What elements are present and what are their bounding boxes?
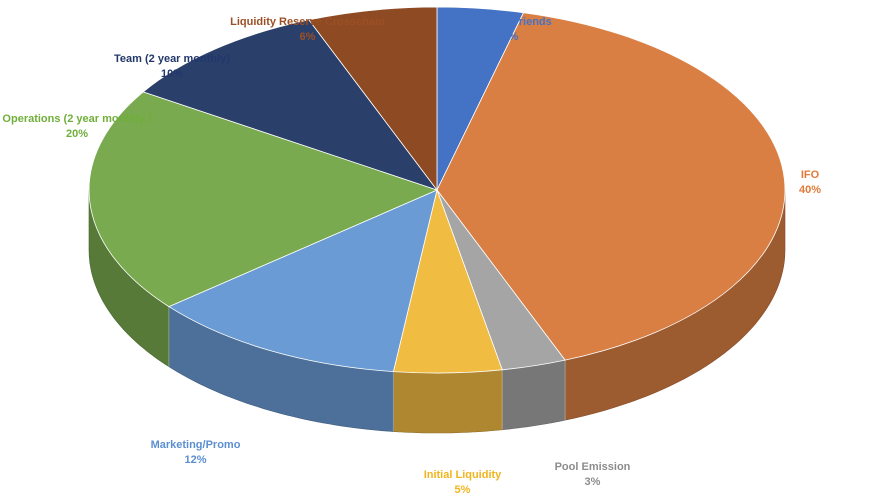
slice-label: IFO — [800, 169, 820, 181]
pie-slice-operations-2-year-monthly- — [88, 91, 439, 308]
pie-sides — [88, 189, 786, 434]
pie-side-initial-liquidity — [393, 369, 503, 434]
slice-label: Family&Friends — [469, 16, 552, 28]
slice-value: 40% — [798, 184, 822, 196]
label-team: Team (2 year monthly) 10% — [107, 52, 237, 82]
slice-value: 4% — [502, 31, 519, 43]
slice-value: 3% — [584, 476, 601, 488]
slice-label: Operations (2 year monthly ) — [2, 113, 152, 125]
label-liquidity-reserve: Liquidity Reserve Crosschain 6% — [225, 15, 390, 45]
label-initial-liquidity: Initial Liquidity 5% — [415, 468, 510, 498]
pie-slice-marketing-promo — [168, 189, 438, 373]
pie-slice-team-2-year-monthly- — [142, 19, 439, 191]
slice-value: 5% — [454, 484, 471, 496]
pie-slice-liquidity-reserve-crosschain — [308, 6, 438, 192]
slice-label: Liquidity Reserve Crosschain — [230, 16, 385, 28]
label-family-friends: Family&Friends 4% — [468, 15, 553, 45]
slice-value: 12% — [184, 454, 207, 466]
slice-label: Initial Liquidity — [423, 469, 502, 481]
slice-value: 20% — [65, 128, 89, 140]
slice-value: 6% — [299, 31, 316, 43]
pie-slice-ifo — [436, 12, 786, 361]
slice-label: Team (2 year monthly) — [114, 53, 230, 65]
pie-top — [88, 6, 786, 374]
label-operations: Operations (2 year monthly ) 20% — [2, 112, 152, 142]
slice-value: 10% — [160, 68, 184, 80]
pie-side-pool-emission — [501, 359, 566, 431]
slice-label: Pool Emission — [554, 461, 631, 473]
slice-label: Marketing/Promo — [150, 439, 241, 451]
label-pool-emission: Pool Emission 3% — [545, 460, 640, 490]
label-ifo: IFO 40% — [790, 168, 830, 198]
label-marketing-promo: Marketing/Promo 12% — [143, 438, 248, 468]
